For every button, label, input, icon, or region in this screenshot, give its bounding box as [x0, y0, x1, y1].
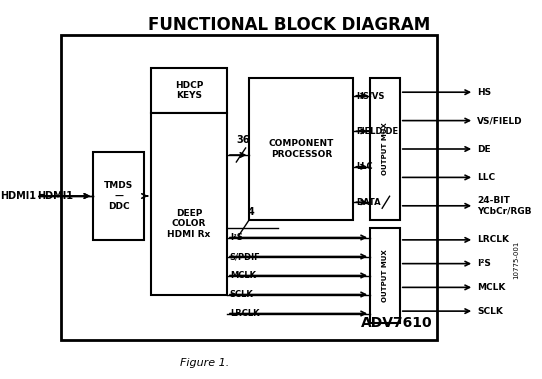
Text: ADV7610: ADV7610: [360, 316, 433, 330]
Text: VS/FIELD: VS/FIELD: [477, 116, 522, 125]
Text: LRCLK: LRCLK: [230, 309, 259, 318]
Bar: [61, 35, 437, 340]
Text: HS: HS: [477, 88, 491, 97]
Bar: [151, 113, 227, 295]
Text: OUTPUT MUX: OUTPUT MUX: [382, 123, 388, 175]
Text: TMDS
—
DDC: TMDS — DDC: [104, 181, 133, 211]
Text: 24-BIT
YCbCr/RGB: 24-BIT YCbCr/RGB: [477, 196, 531, 216]
Text: HDMI1: HDMI1: [37, 191, 74, 201]
Bar: [93, 152, 144, 240]
Bar: [370, 78, 400, 220]
Text: HDCP
KEYS: HDCP KEYS: [175, 81, 203, 100]
Text: MCLK: MCLK: [477, 283, 505, 292]
Text: MCLK: MCLK: [230, 271, 256, 280]
Text: FUNCTIONAL BLOCK DIAGRAM: FUNCTIONAL BLOCK DIAGRAM: [148, 16, 430, 34]
Text: DE: DE: [477, 144, 491, 153]
Text: LLC: LLC: [477, 173, 495, 182]
Text: 10775-001: 10775-001: [513, 241, 519, 279]
Text: DEEP
COLOR
HDMI Rx: DEEP COLOR HDMI Rx: [167, 209, 211, 239]
Bar: [151, 68, 227, 113]
Bar: [370, 228, 400, 323]
Text: LRCLK: LRCLK: [477, 235, 509, 244]
Text: HDMI1: HDMI1: [0, 191, 36, 201]
Text: 36: 36: [236, 135, 249, 145]
Text: 4: 4: [248, 207, 255, 217]
Bar: [249, 78, 353, 220]
Text: SCLK: SCLK: [477, 307, 503, 316]
Text: COMPONENT
PROCESSOR: COMPONENT PROCESSOR: [269, 139, 334, 159]
Text: S/PDIF: S/PDIF: [230, 252, 261, 261]
Text: FIELD/DE: FIELD/DE: [356, 127, 398, 136]
Text: SCLK: SCLK: [230, 290, 254, 299]
Text: I²S: I²S: [230, 233, 243, 242]
Text: Figure 1.: Figure 1.: [180, 358, 229, 368]
Text: DATA: DATA: [356, 198, 381, 207]
Text: OUTPUT MUX: OUTPUT MUX: [382, 249, 388, 302]
Text: I²S: I²S: [477, 259, 491, 268]
Text: LLC: LLC: [356, 162, 373, 171]
Text: HS/VS: HS/VS: [356, 91, 384, 100]
